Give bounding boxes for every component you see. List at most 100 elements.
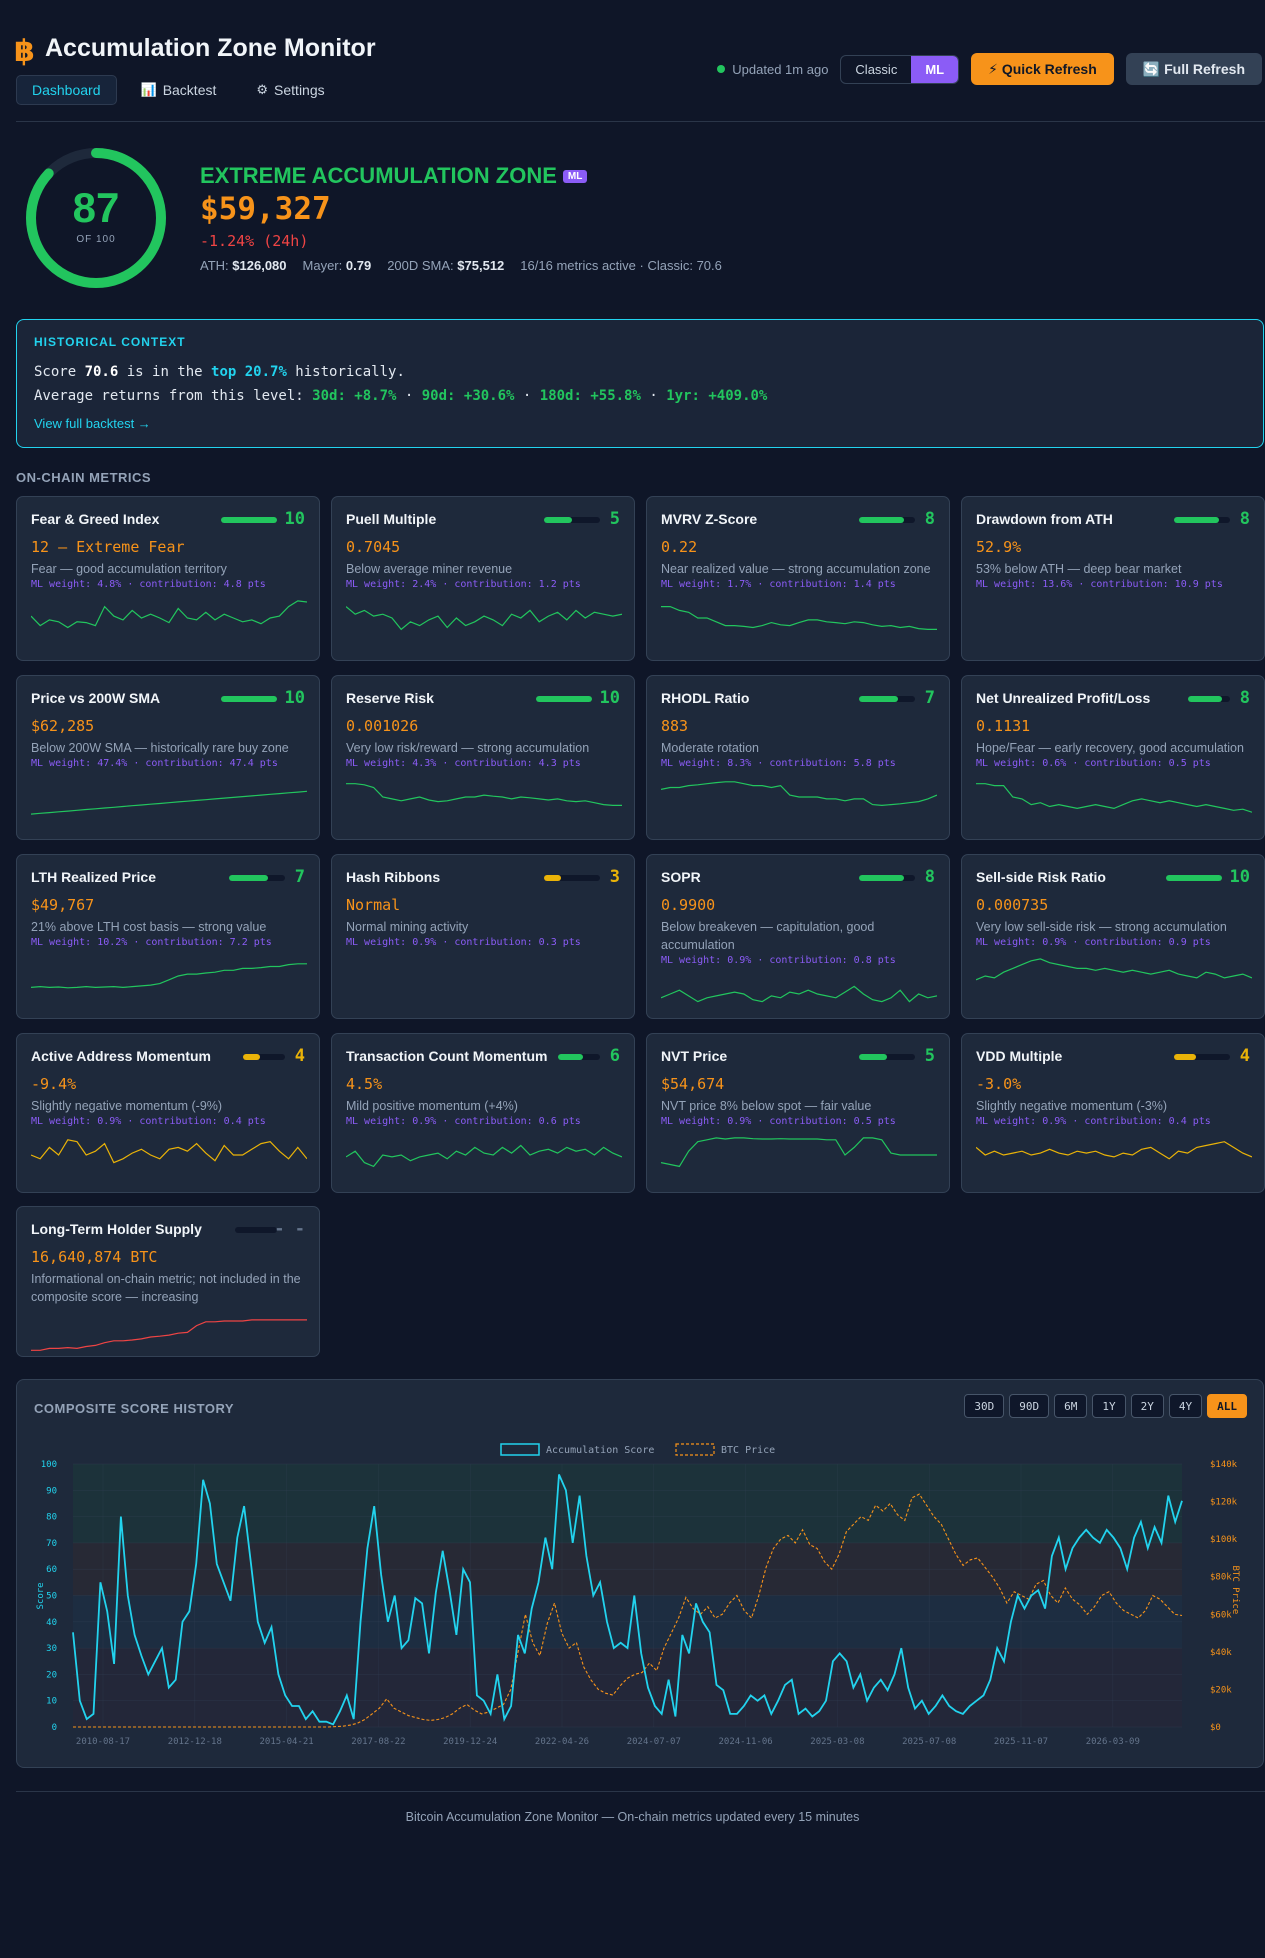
y-right-tick-label: $0 [1210,1723,1221,1733]
y-left-tick-label: 10 [46,1697,57,1707]
sparkline-path [661,781,937,807]
x-tick-label: 2019-12-24 [443,1737,497,1747]
section-title-metrics: ON-CHAIN METRICS [16,470,152,485]
metric-card[interactable]: Transaction Count Momentum 6 4.5% Mild posi… [331,1033,635,1193]
metric-card[interactable]: Price vs 200W SMA 10 $62,285 Below 200W SMA… [16,675,320,840]
score-gauge-ring [26,148,166,288]
metric-score: 8 [1239,688,1250,708]
metric-card[interactable]: SOPR 8 0.9900 Below breakeven — capitulatio… [646,854,950,1019]
x-tick-label: 2025-07-08 [902,1737,956,1747]
metric-score: - - [274,1219,305,1239]
x-tick-label: 2022-04-26 [535,1737,589,1747]
legend-swatch-price [675,1443,715,1456]
range-button-4y[interactable]: 4Y [1168,1394,1203,1418]
y-left-tick-label: 20 [46,1670,57,1680]
x-tick-label: 2026-03-09 [1086,1737,1140,1747]
metric-score: 7 [294,867,305,887]
metric-name: Net Unrealized Profit/Loss [976,690,1151,706]
metric-card[interactable]: LTH Realized Price 7 $49,767 21% above LTH … [16,854,320,1019]
metric-level-fill [1174,517,1219,523]
metric-level-bar [859,696,915,702]
tab-settings[interactable]: ⚙ Settings [240,75,340,105]
metric-name: MVRV Z-Score [661,511,758,527]
metric-score: 10 [284,509,305,529]
update-status: Updated 1m ago [717,62,828,77]
metric-level-bar [859,875,915,881]
metric-card[interactable]: MVRV Z-Score 8 0.22 Near realized value — s… [646,496,950,661]
score-history-panel: COMPOSITE SCORE HISTORY 30D 90D 6M 1Y 2Y 4Y AL… [16,1379,1264,1768]
x-tick-label: 2025-11-07 [994,1737,1048,1747]
metric-sparkline [661,985,937,1003]
app-title: Accumulation Zone Monitor [45,34,376,62]
sparkline-path [31,790,307,815]
footer-text: Bitcoin Accumulation Zone Monitor — On-c… [405,1810,860,1824]
metric-card[interactable]: Net Unrealized Profit/Loss 8 0.1131 Hope/Fe… [961,675,1265,840]
metric-ml-weight: ML weight: 4.3% · contribution: 4.3 pts [346,758,581,769]
context-heading: HISTORICAL CONTEXT [34,335,186,349]
metric-ml-weight: ML weight: 0.9% · contribution: 0.5 pts [661,1116,896,1127]
tab-backtest-label: Backtest [162,82,217,98]
range-button-1y[interactable]: 1Y [1092,1394,1126,1418]
sparkline-path [346,1144,622,1168]
metric-score: 4 [294,1046,305,1066]
sparkline-path [346,606,622,631]
range-button-30d[interactable]: 30D [964,1394,1005,1418]
metric-card[interactable]: Long-Term Holder Supply - - 16,640,874 BTC… [16,1206,320,1357]
range-button-90d[interactable]: 90D [1009,1394,1050,1418]
sparkline-path [346,783,622,806]
metric-card[interactable]: RHODL Ratio 7 883 Moderate rotation ML weigh… [646,675,950,840]
range-button-all[interactable]: ALL [1207,1394,1247,1418]
metric-description: Fear — good accumulation territory [31,562,227,576]
header-divider [16,121,1265,122]
metric-name: Active Address Momentum [31,1048,211,1064]
quick-refresh-button[interactable]: ⚡ Quick Refresh [971,53,1114,85]
metric-card[interactable]: Fear & Greed Index 10 12 — Extreme Fear Fea… [16,496,320,661]
score-gauge: 87 OF 100 [24,146,168,290]
metric-sparkline [661,781,937,807]
metric-name: Long-Term Holder Supply [31,1221,202,1237]
metric-card[interactable]: Sell-side Risk Ratio 10 0.000735 Very low s… [961,854,1265,1019]
metric-card[interactable]: Drawdown from ATH 8 52.9% 53% below ATH — d… [961,496,1265,661]
metric-sparkline [661,606,937,631]
update-status-text: Updated 1m ago [732,61,829,77]
x-tick-label: 2024-07-07 [627,1737,681,1747]
metric-card[interactable]: Reserve Risk 10 0.001026 Very low risk/rewa… [331,675,635,840]
zone-band-accumulation [73,1464,1182,1543]
metric-level-bar [859,1054,915,1060]
ctx-percentile: top 20.7% [211,364,287,380]
tab-dashboard[interactable]: Dashboard [16,75,117,105]
tab-backtest[interactable]: 📊 Backtest [125,75,233,105]
metric-card[interactable]: VDD Multiple 4 -3.0% Slightly negative mome… [961,1033,1265,1193]
metric-name: SOPR [661,869,701,885]
mode-ml-button[interactable]: ML [911,55,959,83]
metric-name: Puell Multiple [346,511,437,527]
metric-ml-weight: ML weight: 10.2% · contribution: 7.2 pts [31,937,272,948]
full-refresh-button[interactable]: 🔄 Full Refresh [1125,53,1262,85]
metric-ml-weight: ML weight: 8.3% · contribution: 5.8 pts [661,758,896,769]
metric-description: Near realized value — strong accumulatio… [661,562,931,576]
y-left-tick-label: 30 [46,1644,57,1654]
range-button-2y[interactable]: 2Y [1130,1394,1164,1418]
metric-name: Sell-side Risk Ratio [976,869,1106,885]
metric-card[interactable]: Active Address Momentum 4 -9.4% Slightly ne… [16,1033,320,1193]
metric-card[interactable]: NVT Price 5 $54,674 NVT price 8% below spot… [646,1033,950,1193]
metric-value: 883 [661,717,689,735]
metric-card[interactable]: Puell Multiple 5 0.7045 Below average miner… [331,496,635,661]
metric-score: 10 [1229,867,1250,887]
tab-dashboard-label: Dashboard [32,82,101,98]
metric-name: Drawdown from ATH [976,511,1113,527]
mode-classic-button[interactable]: Classic [855,61,898,77]
view-backtest-link[interactable]: View full backtest → [34,416,151,431]
metric-level-bar [229,875,285,881]
x-tick-label: 2017-08-22 [351,1737,405,1747]
metric-value: $54,674 [661,1075,725,1093]
metric-card[interactable]: Hash Ribbons 3 Normal Normal mining activit… [331,854,635,1019]
sparkline-path [661,606,937,631]
ctx-sep: · [514,388,540,404]
gear-icon: ⚙ [256,82,269,97]
metric-name: VDD Multiple [976,1048,1063,1064]
context-line-returns: Average returns from this level: 30d: +8… [34,388,767,404]
metric-name: NVT Price [661,1048,728,1064]
range-button-6m[interactable]: 6M [1054,1394,1088,1418]
ml-badge: ML [562,169,588,183]
